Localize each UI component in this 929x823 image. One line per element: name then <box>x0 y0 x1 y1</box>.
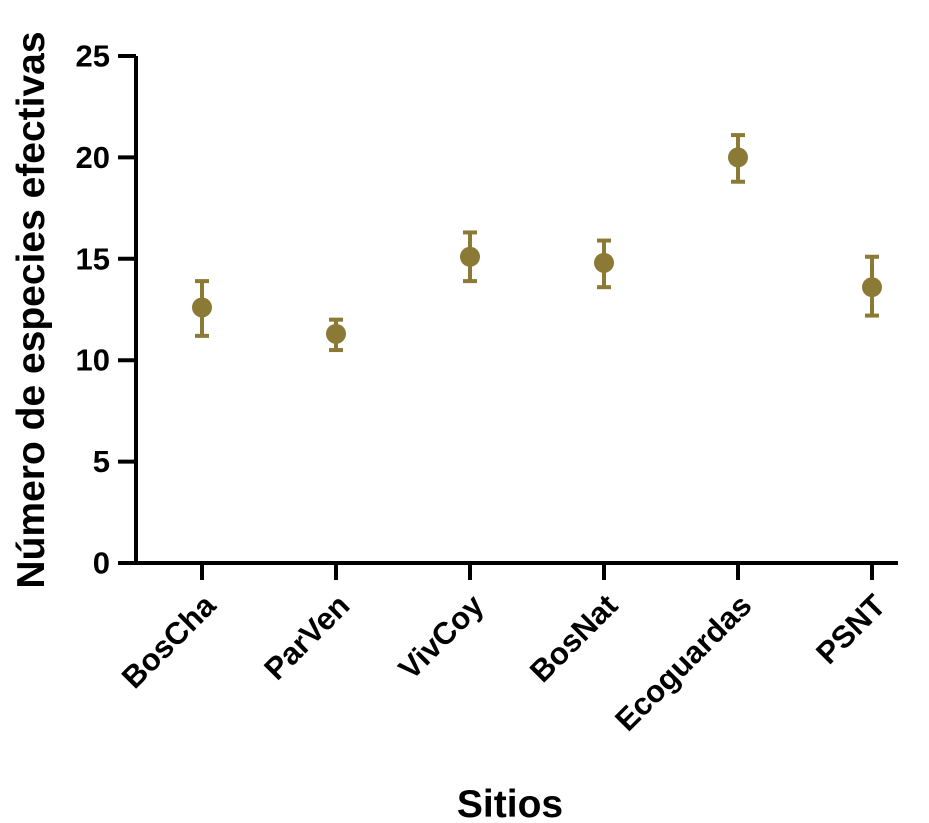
y-tick-label: 10 <box>76 343 110 378</box>
y-axis-title: Número de especies efectivas <box>10 31 53 588</box>
data-marks <box>192 133 882 353</box>
data-point <box>594 252 614 273</box>
data-point <box>728 147 748 168</box>
x-tick-label: ParVen <box>257 588 356 687</box>
y-tick-label: 25 <box>76 39 110 74</box>
x-tick-label: VivCoy <box>392 587 491 686</box>
x-tick-label: BosCha <box>115 587 223 695</box>
data-point <box>862 277 882 298</box>
data-point <box>460 246 480 267</box>
y-tick-label: 5 <box>93 444 110 479</box>
data-point <box>192 297 212 318</box>
y-tick-label: 0 <box>93 546 110 581</box>
x-tick-label: Ecoguardas <box>608 588 758 738</box>
y-tick-label: 20 <box>76 140 110 175</box>
y-axis: 0 5 10 15 20 25 <box>76 39 138 581</box>
y-tick-label: 15 <box>76 241 110 276</box>
x-axis-title: Sitios <box>457 783 563 823</box>
data-point <box>326 323 346 344</box>
x-tick-label: BosNat <box>523 588 624 689</box>
x-tick-label: PSNT <box>809 588 892 671</box>
